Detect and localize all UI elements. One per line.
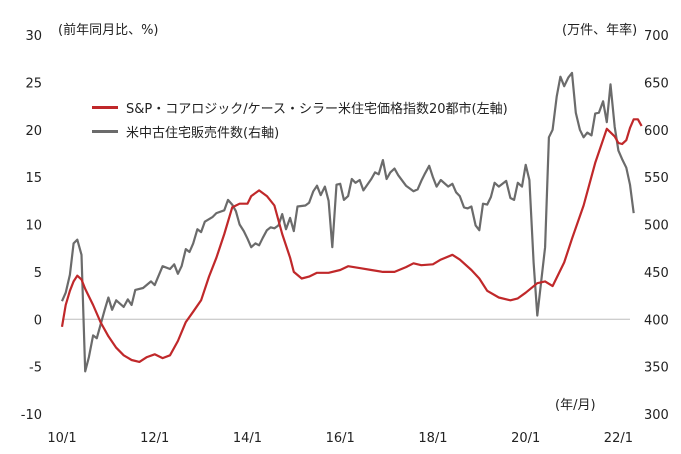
legend-swatch-home-sales (92, 130, 118, 133)
left-axis-label: (前年同月比、%) (58, 23, 159, 38)
x-tick-label: 22/1 (604, 431, 633, 446)
legend-label-caseshiller: S&P・コアロジック/ケース・シラー米住宅価格指数20都市(左軸) (126, 102, 508, 117)
right-tick-label: 450 (644, 266, 669, 281)
x-tick-label: 20/1 (511, 431, 540, 446)
left-tick-label: 0 (34, 313, 42, 328)
x-axis-unit-label: (年/月) (555, 398, 596, 413)
x-tick-label: 14/1 (233, 431, 262, 446)
left-tick-label: 20 (25, 124, 42, 139)
legend-swatch-caseshiller (92, 106, 118, 109)
left-tick-label: -10 (21, 408, 42, 423)
right-tick-label: 500 (644, 219, 669, 234)
left-tick-label: 25 (25, 76, 42, 91)
left-tick-label: 10 (25, 219, 42, 234)
left-tick-label: -5 (29, 361, 42, 376)
left-tick-label: 5 (34, 266, 42, 281)
left-tick-label: 15 (25, 171, 42, 186)
x-tick-label: 12/1 (140, 431, 169, 446)
x-tick-label: 10/1 (47, 431, 76, 446)
legend-label-home-sales: 米中古住宅販売件数(右軸) (126, 126, 280, 141)
x-tick-label: 16/1 (326, 431, 355, 446)
series-line-home-sales (60, 71, 635, 373)
series-line-caseshiller (60, 118, 643, 363)
right-tick-label: 600 (644, 124, 669, 139)
right-tick-label: 650 (644, 76, 669, 91)
right-axis-label: (万件、年率) (562, 23, 638, 38)
x-tick-label: 18/1 (418, 431, 447, 446)
right-tick-label: 700 (644, 29, 669, 44)
right-tick-label: 400 (644, 313, 669, 328)
left-tick-label: 30 (25, 29, 42, 44)
right-tick-label: 300 (644, 408, 669, 423)
right-tick-label: 550 (644, 171, 669, 186)
right-tick-label: 350 (644, 361, 669, 376)
